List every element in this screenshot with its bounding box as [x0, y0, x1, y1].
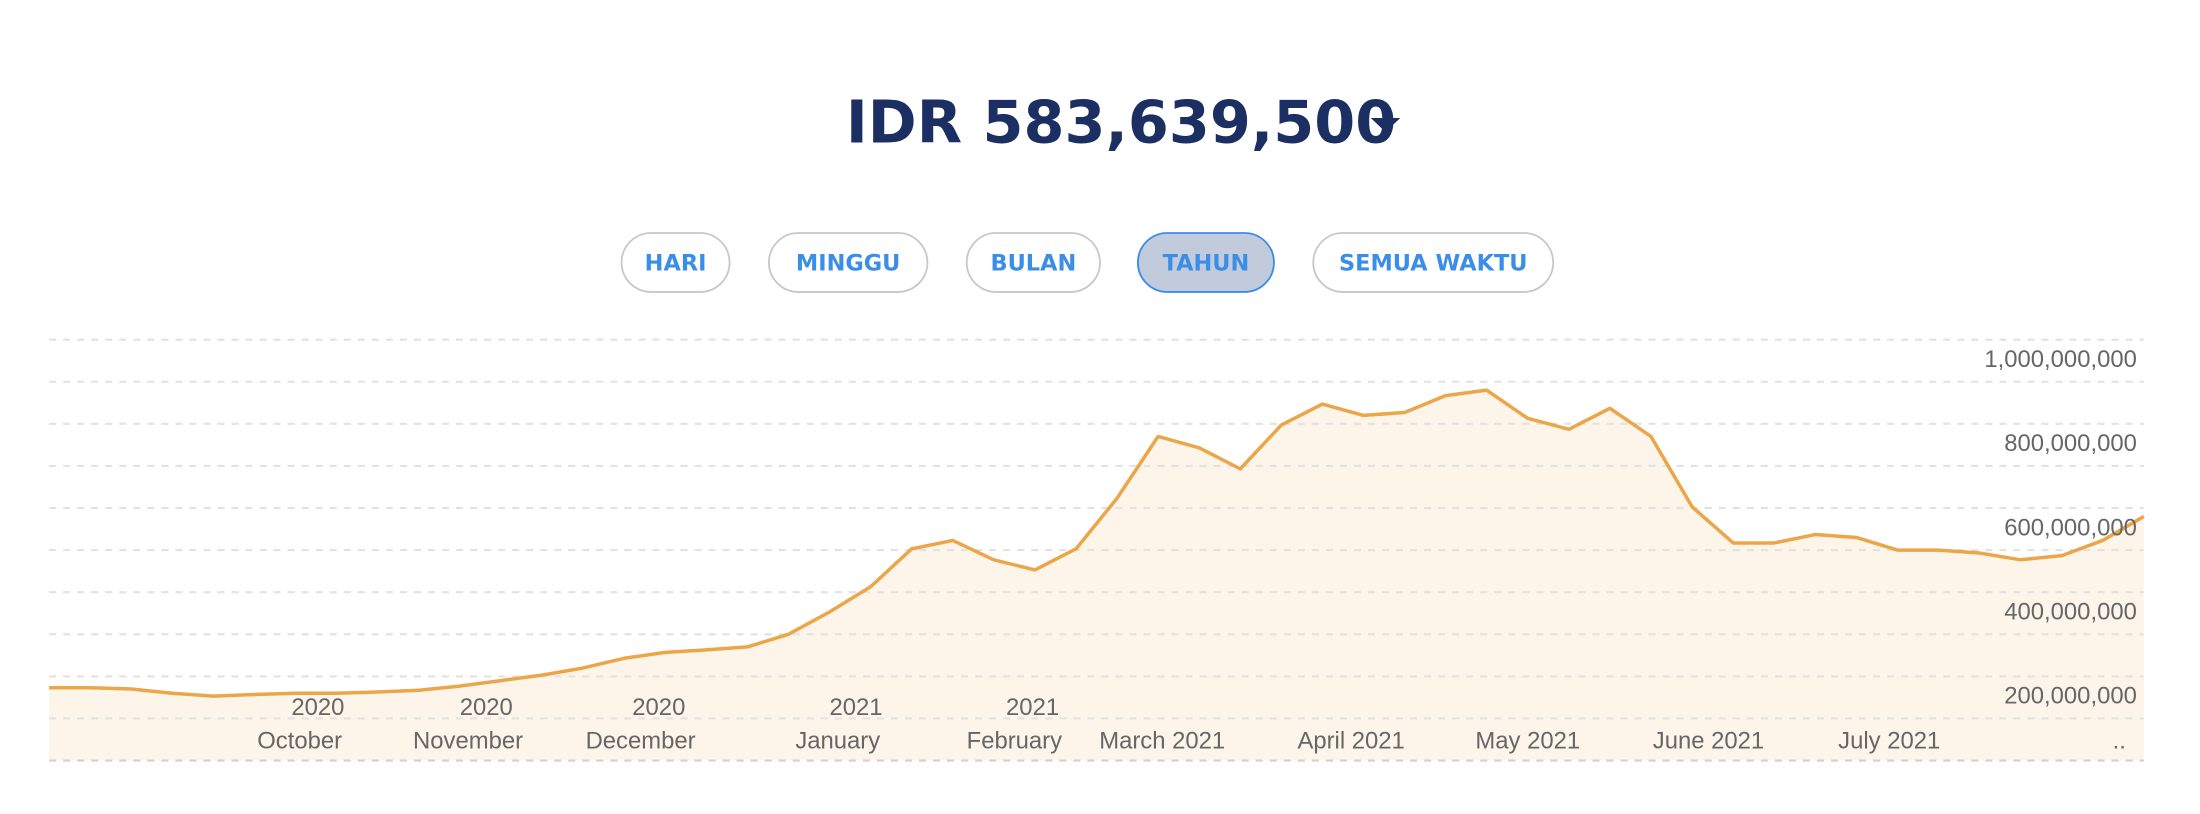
area — [49, 390, 2144, 761]
x-tick-year: 2020 — [632, 694, 685, 721]
x-tick-label: March 2021 — [1099, 728, 1225, 755]
x-tick-year: 2021 — [829, 694, 882, 721]
period-button-label[interactable]: BULAN — [990, 250, 1076, 276]
y-tick-label: 400,000,000 — [2004, 599, 2137, 626]
x-tick-label: June 2021 — [1653, 728, 1764, 755]
period-button[interactable] — [620, 232, 731, 293]
period-button-label[interactable]: SEMUA WAKTU — [1339, 250, 1528, 276]
dropdown-caret[interactable] — [1370, 117, 1401, 132]
balance-title: IDR 583,639,500 — [846, 87, 1396, 156]
period-button-label[interactable]: HARI — [645, 250, 707, 276]
x-tick-year: 2021 — [1006, 694, 1059, 721]
y-tick-label: 200,000,000 — [2004, 683, 2137, 710]
period-button-label[interactable]: MINGGU — [796, 250, 901, 276]
x-tick-label: October — [257, 728, 342, 755]
x-tick-label: April 2021 — [1297, 728, 1404, 755]
y-tick-label: 1,000,000,000 — [1984, 346, 2136, 373]
period-button[interactable] — [1312, 232, 1555, 293]
y-tick-label: 800,000,000 — [2004, 430, 2137, 457]
x-tick-label: November — [413, 728, 523, 755]
x-tick-label: May 2021 — [1475, 728, 1580, 755]
line — [49, 388, 2145, 698]
x-tick-label: July 2021 — [1838, 728, 1940, 755]
x-tick-label: January — [795, 728, 880, 755]
x-tick-label: February — [967, 728, 1062, 755]
period-button-label[interactable]: TAHUN — [1163, 250, 1250, 276]
x-tick-year: 2020 — [460, 694, 513, 721]
x-tick-label: .. — [2113, 728, 2126, 755]
y-tick-label: 600,000,000 — [2004, 514, 2137, 541]
period-button[interactable] — [965, 232, 1101, 293]
x-tick-year: 2020 — [291, 694, 344, 721]
period-button[interactable] — [767, 232, 929, 293]
period-button[interactable] — [1136, 232, 1275, 293]
x-tick-label: December — [586, 728, 696, 755]
